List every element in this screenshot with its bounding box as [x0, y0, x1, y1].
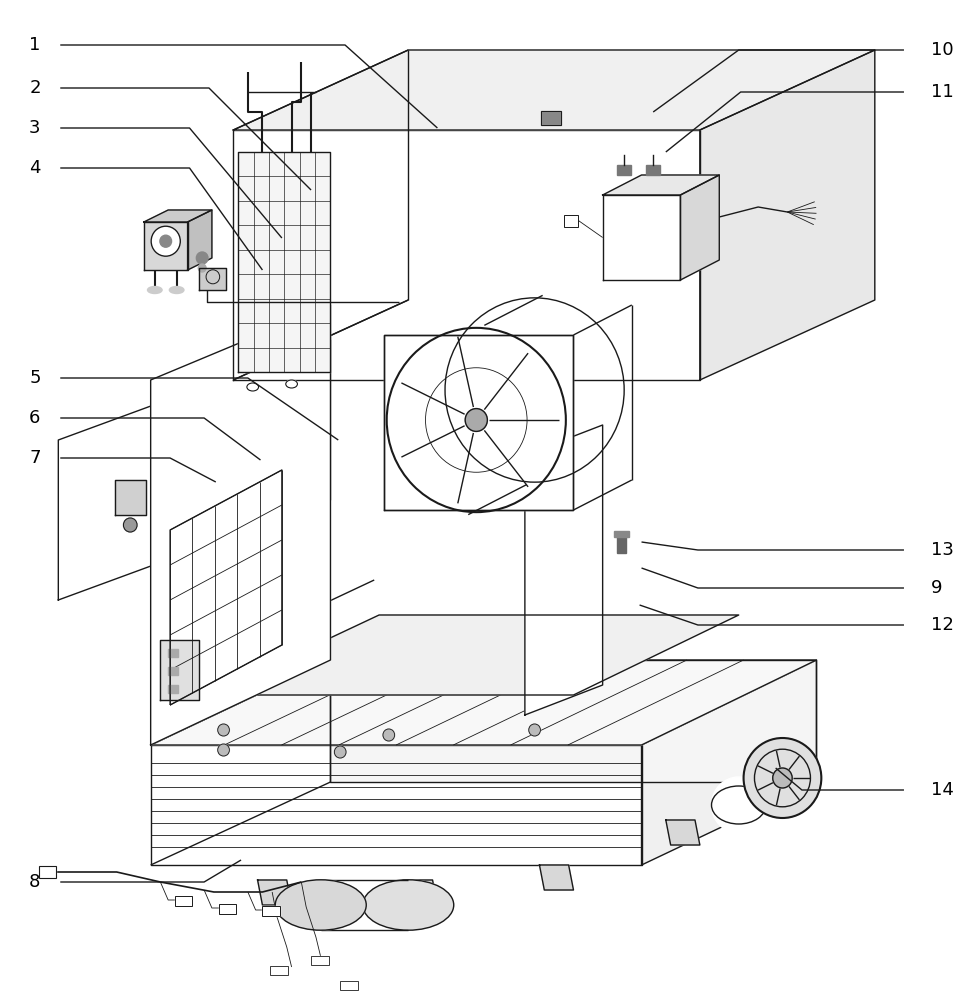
Polygon shape: [700, 50, 875, 380]
Polygon shape: [603, 175, 719, 195]
Text: 10: 10: [931, 41, 954, 59]
Text: 8: 8: [29, 873, 41, 891]
Polygon shape: [403, 880, 437, 905]
Polygon shape: [330, 660, 816, 782]
Circle shape: [123, 518, 137, 532]
Polygon shape: [525, 425, 603, 715]
Bar: [340, 981, 358, 990]
Polygon shape: [209, 615, 739, 695]
Polygon shape: [603, 195, 680, 280]
Bar: [175, 896, 192, 906]
Polygon shape: [144, 222, 188, 270]
Polygon shape: [539, 865, 573, 890]
Circle shape: [466, 409, 487, 431]
Bar: [262, 906, 280, 916]
Ellipse shape: [363, 880, 454, 930]
Bar: [270, 966, 288, 975]
Polygon shape: [115, 480, 146, 515]
Bar: [311, 956, 329, 965]
Bar: [541, 111, 561, 125]
Bar: [262, 906, 280, 916]
Circle shape: [334, 746, 346, 758]
Text: 2: 2: [29, 79, 41, 97]
Bar: [219, 904, 236, 914]
Circle shape: [218, 744, 229, 756]
Circle shape: [198, 264, 206, 272]
Circle shape: [196, 252, 208, 264]
Bar: [39, 866, 56, 878]
Ellipse shape: [286, 380, 297, 388]
Bar: [219, 904, 236, 914]
Text: 4: 4: [29, 159, 41, 177]
Text: 12: 12: [931, 616, 955, 634]
Polygon shape: [58, 340, 330, 600]
Polygon shape: [238, 152, 330, 372]
Bar: [175, 896, 192, 906]
Ellipse shape: [169, 286, 184, 294]
Polygon shape: [144, 210, 212, 222]
Bar: [614, 531, 629, 537]
Bar: [541, 111, 561, 125]
Polygon shape: [160, 640, 199, 700]
Bar: [168, 667, 178, 675]
Bar: [564, 215, 578, 227]
Circle shape: [744, 738, 821, 818]
Polygon shape: [666, 820, 700, 845]
Bar: [617, 533, 626, 553]
Text: 14: 14: [931, 781, 955, 799]
Bar: [168, 649, 178, 657]
Bar: [168, 685, 178, 693]
Bar: [564, 215, 578, 227]
Bar: [39, 866, 56, 878]
Circle shape: [712, 777, 766, 833]
Polygon shape: [199, 268, 226, 290]
Polygon shape: [384, 335, 573, 510]
Text: 5: 5: [29, 369, 41, 387]
Text: 3: 3: [29, 119, 41, 137]
Circle shape: [218, 724, 229, 736]
Text: 6: 6: [29, 409, 41, 427]
Polygon shape: [642, 660, 816, 865]
Polygon shape: [151, 305, 330, 745]
Bar: [617, 165, 631, 175]
Polygon shape: [233, 50, 875, 130]
Circle shape: [529, 724, 540, 736]
Text: 9: 9: [931, 579, 943, 597]
Polygon shape: [680, 175, 719, 280]
Bar: [270, 966, 288, 975]
Bar: [646, 165, 660, 175]
Bar: [340, 981, 358, 990]
Circle shape: [773, 768, 792, 788]
Circle shape: [151, 226, 181, 256]
Ellipse shape: [247, 383, 259, 391]
Polygon shape: [258, 880, 292, 905]
Ellipse shape: [275, 880, 366, 930]
Circle shape: [383, 729, 395, 741]
Text: 1: 1: [29, 36, 41, 54]
Text: 11: 11: [931, 83, 954, 101]
Text: 7: 7: [29, 449, 41, 467]
Polygon shape: [233, 130, 700, 380]
Bar: [311, 956, 329, 965]
Circle shape: [159, 235, 171, 247]
Polygon shape: [188, 210, 212, 270]
Ellipse shape: [148, 286, 162, 294]
Text: 13: 13: [931, 541, 955, 559]
Polygon shape: [151, 745, 642, 865]
Polygon shape: [151, 660, 816, 745]
